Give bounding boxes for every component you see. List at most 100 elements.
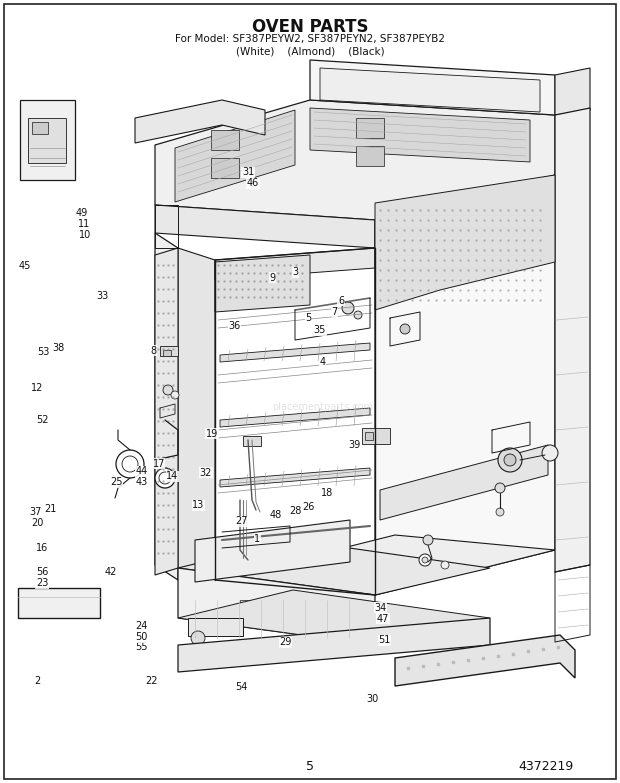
Circle shape: [155, 468, 175, 488]
Circle shape: [171, 391, 179, 399]
Circle shape: [116, 450, 144, 478]
Text: 9: 9: [270, 273, 276, 283]
Text: 4372219: 4372219: [518, 760, 574, 774]
Text: 26: 26: [303, 502, 315, 511]
Text: 29: 29: [279, 637, 291, 647]
Circle shape: [191, 631, 205, 645]
Text: 8: 8: [151, 346, 157, 355]
Polygon shape: [135, 100, 265, 143]
Bar: [211, 130, 239, 150]
Text: 43: 43: [135, 478, 148, 487]
Text: 6: 6: [338, 296, 344, 305]
Text: 22: 22: [146, 677, 158, 686]
Text: 30: 30: [366, 695, 378, 704]
Text: 46: 46: [247, 179, 259, 188]
Polygon shape: [380, 445, 548, 520]
Circle shape: [496, 508, 504, 516]
Text: 27: 27: [236, 517, 248, 526]
Polygon shape: [18, 588, 100, 618]
Text: 49: 49: [76, 208, 88, 218]
Circle shape: [422, 557, 428, 563]
Circle shape: [423, 535, 433, 545]
Bar: [211, 158, 239, 178]
Text: 37: 37: [30, 507, 42, 517]
Polygon shape: [555, 68, 590, 115]
Bar: [160, 346, 178, 356]
Polygon shape: [215, 248, 375, 280]
Circle shape: [163, 385, 173, 395]
Text: For Model: SF387PEYW2, SF387PEYN2, SF387PEYB2: For Model: SF387PEYW2, SF387PEYN2, SF387…: [175, 34, 445, 44]
Circle shape: [498, 448, 522, 472]
Text: 1: 1: [254, 534, 260, 543]
Text: 17: 17: [153, 459, 165, 468]
Circle shape: [419, 554, 431, 566]
Text: OVEN PARTS: OVEN PARTS: [252, 18, 368, 36]
Polygon shape: [175, 110, 295, 202]
Polygon shape: [178, 540, 490, 595]
Bar: [32, 122, 48, 134]
Bar: [28, 118, 66, 163]
Text: 21: 21: [45, 504, 57, 514]
Text: 5: 5: [306, 760, 314, 774]
Text: 7: 7: [332, 307, 338, 316]
Polygon shape: [310, 108, 530, 162]
Text: 14: 14: [166, 471, 179, 481]
Text: 44: 44: [135, 467, 148, 476]
Polygon shape: [215, 535, 555, 595]
Polygon shape: [178, 590, 490, 645]
Text: 25: 25: [110, 478, 123, 487]
Bar: [356, 146, 384, 166]
Text: 33: 33: [97, 291, 109, 301]
Circle shape: [122, 456, 138, 472]
Text: 11: 11: [78, 219, 91, 229]
Circle shape: [159, 472, 171, 484]
Polygon shape: [155, 100, 555, 220]
Circle shape: [504, 454, 516, 466]
Text: 39: 39: [348, 440, 361, 449]
Polygon shape: [20, 100, 75, 180]
Text: 23: 23: [36, 579, 48, 588]
Bar: [356, 118, 384, 138]
Circle shape: [354, 311, 362, 319]
Polygon shape: [215, 255, 310, 312]
Polygon shape: [195, 520, 350, 582]
Polygon shape: [395, 635, 575, 686]
Text: 50: 50: [135, 633, 148, 642]
Circle shape: [441, 561, 449, 569]
Polygon shape: [155, 205, 375, 248]
Polygon shape: [178, 618, 490, 672]
Polygon shape: [555, 108, 590, 572]
Text: 20: 20: [31, 518, 43, 528]
Text: 18: 18: [321, 489, 334, 498]
Polygon shape: [155, 248, 178, 575]
Text: 53: 53: [37, 348, 50, 357]
Polygon shape: [220, 408, 370, 427]
Text: 34: 34: [374, 603, 387, 612]
Polygon shape: [178, 568, 375, 645]
Polygon shape: [375, 175, 555, 248]
Text: 51: 51: [378, 636, 391, 645]
Circle shape: [495, 483, 505, 493]
Text: 24: 24: [135, 622, 148, 631]
Bar: [240, 600, 320, 612]
Text: 2: 2: [34, 677, 40, 686]
Bar: [362, 428, 390, 444]
Polygon shape: [310, 60, 555, 115]
Polygon shape: [320, 68, 540, 112]
Polygon shape: [220, 343, 370, 362]
Circle shape: [342, 302, 354, 314]
Text: 10: 10: [79, 230, 92, 240]
Text: (White)    (Almond)    (Black): (White) (Almond) (Black): [236, 46, 384, 56]
Text: 56: 56: [36, 567, 48, 576]
Text: 45: 45: [19, 262, 31, 271]
Text: 28: 28: [289, 506, 301, 515]
Text: 19: 19: [206, 429, 218, 438]
Polygon shape: [178, 248, 215, 580]
Text: 3: 3: [292, 268, 298, 277]
Bar: [365, 432, 373, 440]
Text: 13: 13: [192, 500, 205, 510]
Text: 55: 55: [135, 642, 148, 651]
Polygon shape: [375, 175, 555, 310]
Text: 47: 47: [377, 614, 389, 623]
Text: 12: 12: [31, 383, 43, 392]
